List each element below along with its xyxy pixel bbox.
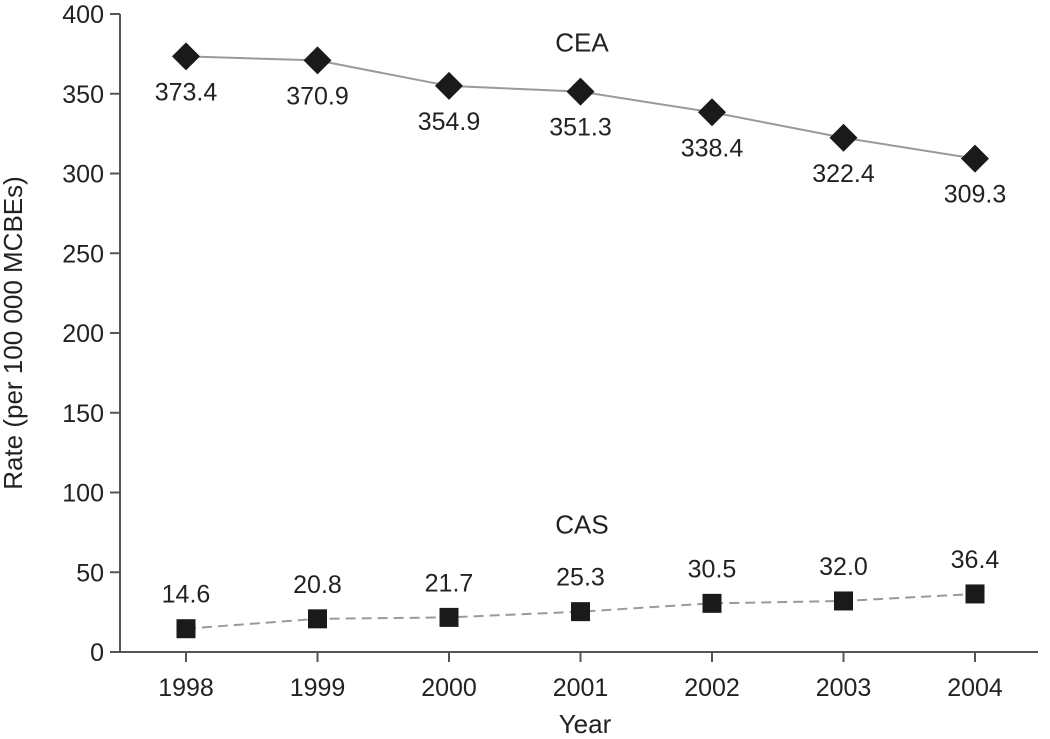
data-label-cea: 354.9 (418, 108, 481, 136)
x-ticks: 1998 1999 2000 2001 2002 2003 2004 (158, 652, 1003, 702)
data-point-cas (965, 584, 985, 604)
y-tick-label: 50 (76, 559, 104, 587)
y-tick-label: 300 (62, 161, 104, 189)
data-point-cas (834, 591, 853, 611)
data-label-cea: 322.4 (812, 160, 875, 188)
data-label-cas: 20.8 (293, 571, 342, 599)
y-axis-title: Rate (per 100 000 MCBEs) (0, 176, 28, 490)
y-tick-label: 150 (62, 400, 104, 428)
y-tick-label: 350 (62, 81, 104, 109)
data-point-cas (308, 609, 327, 629)
y-tick-label: 250 (62, 240, 104, 268)
series-cea: 373.4 370.9 354.9 351.3 338.4 322.4 309.3 CEA (155, 28, 1007, 209)
data-point-cas (702, 593, 722, 613)
data-point-cea (961, 144, 989, 173)
data-label-cas: 30.5 (688, 555, 737, 583)
x-tick-label: 2002 (684, 674, 740, 702)
x-axis-title: Year (559, 709, 612, 739)
data-point-cas (176, 619, 196, 639)
series-name-cas: CAS (555, 510, 608, 540)
data-label-cas: 36.4 (951, 546, 1000, 574)
data-label-cas: 25.3 (556, 564, 605, 592)
x-tick-label: 1998 (158, 674, 214, 702)
x-axis: 1998 1999 2000 2001 2002 2003 2004 Year (120, 651, 1038, 739)
y-tick-label: 100 (62, 480, 104, 508)
data-label-cea: 309.3 (944, 181, 1007, 209)
y-ticks: 0 50 100 150 200 250 300 350 400 (62, 1, 120, 667)
y-axis: 0 50 100 150 200 250 300 350 400 Rate (per 100 0… (0, 1, 121, 667)
data-label-cas: 14.6 (162, 581, 211, 609)
data-point-cea (829, 123, 858, 152)
data-label-cas: 32.0 (819, 553, 868, 581)
x-tick-label: 2000 (421, 674, 477, 702)
series-layer: 373.4 370.9 354.9 351.3 338.4 322.4 309.3 CEA 14… (155, 28, 1007, 639)
x-tick-label: 2001 (553, 674, 609, 702)
series-cas: 14.6 20.8 21.7 25.3 30.5 32.0 36.4 CAS (162, 510, 1000, 639)
data-label-cea: 370.9 (286, 82, 349, 110)
y-tick-label: 0 (90, 639, 104, 667)
data-point-cas (571, 602, 590, 622)
data-point-cea (435, 71, 463, 100)
y-tick-label: 200 (62, 320, 104, 348)
data-point-cea (566, 77, 595, 106)
series-name-cea: CEA (555, 28, 609, 58)
data-point-cas (439, 607, 459, 627)
data-point-cea (303, 46, 332, 75)
y-tick-label: 400 (62, 1, 104, 29)
x-tick-label: 2003 (816, 674, 872, 702)
data-label-cea: 351.3 (549, 114, 612, 142)
data-point-cea (172, 42, 200, 71)
x-tick-label: 2004 (947, 674, 1003, 702)
x-tick-label: 1999 (290, 674, 346, 702)
data-point-cea (698, 98, 726, 127)
data-label-cea: 338.4 (681, 134, 744, 162)
data-label-cea: 373.4 (155, 78, 218, 106)
data-label-cas: 21.7 (425, 569, 474, 597)
